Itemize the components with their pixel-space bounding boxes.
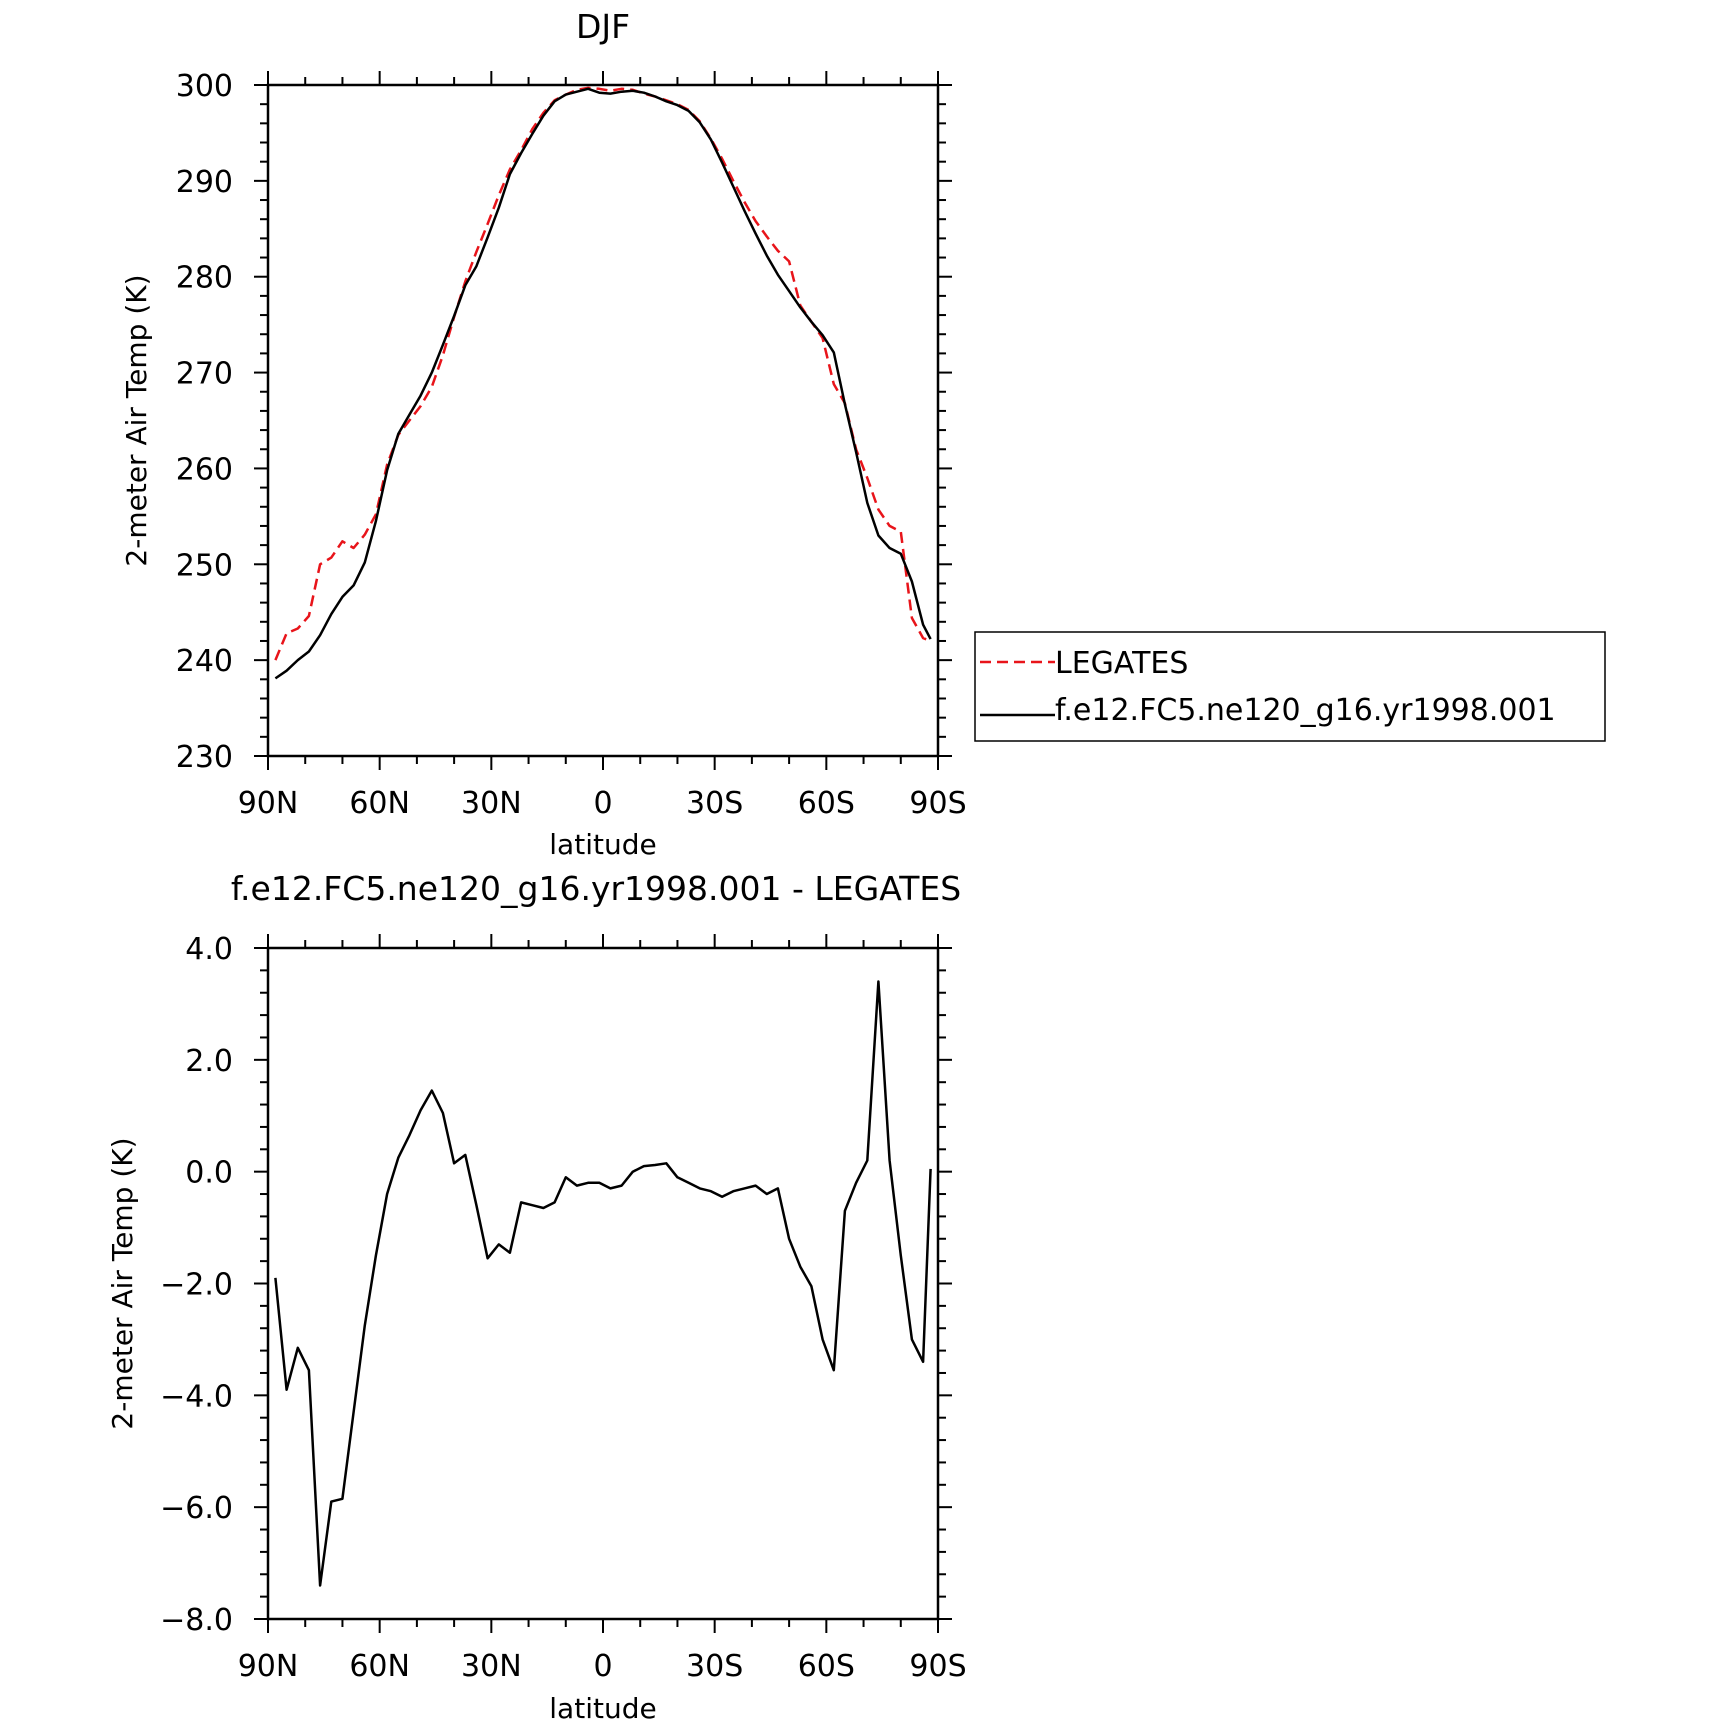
y-tick-label: −4.0 [160,1379,233,1414]
series-line-f-e12-fc5-ne120-g16-yr1998-001 [274,87,932,680]
y-tick-label: 230 [176,740,233,775]
plot-frame [266,83,940,758]
bottom-chart: f.e12.FC5.ne120_g16.yr1998.001 - LEGATES… [106,869,967,1723]
y-tick-label: 250 [176,548,233,583]
x-tick-label: 90N [238,1649,299,1684]
x-tick-label: 30N [461,786,522,821]
x-tick-label: 30N [461,1649,522,1684]
y-tick-label: 240 [176,644,233,679]
y-tick-label: −8.0 [160,1603,233,1638]
x-axis-label: latitude [549,1692,656,1723]
y-tick-label: 0.0 [185,1156,233,1191]
x-tick-label: 60S [798,786,855,821]
series-line-difference [274,980,932,1587]
y-tick-label: 260 [176,452,233,487]
chart-title: DJF [576,7,630,46]
y-tick-label: −2.0 [160,1268,233,1303]
chart-title: f.e12.FC5.ne120_g16.yr1998.001 - LEGATES [231,869,961,908]
top-chart: DJF 90N 60N 30N 0 30S 60S 90S 230 240 250 260 270 280… [120,7,967,861]
x-tick-label: 60N [349,786,410,821]
legend-label-model: f.e12.FC5.ne120_g16.yr1998.001 [1055,693,1556,728]
y-tick-label: 2.0 [185,1044,233,1079]
x-tick-label: 60N [349,1649,410,1684]
legend-label-legates: LEGATES [1055,646,1188,681]
y-tick-label: 300 [176,69,233,104]
y-axis-label: 2-meter Air Temp (K) [106,1137,139,1429]
x-tick-label: 60S [798,1649,855,1684]
x-tick-label: 90S [909,786,966,821]
x-tick-label: 90S [909,1649,966,1684]
x-tick-label: 0 [593,1649,612,1684]
y-tick-label: 4.0 [185,932,233,967]
series-line-legates [274,86,932,661]
y-tick-label: −6.0 [160,1491,233,1526]
x-tick-label: 0 [593,786,612,821]
x-tick-label: 90N [238,786,299,821]
x-axis-label: latitude [549,828,656,861]
x-tick-label: 30S [686,1649,743,1684]
legend: LEGATES f.e12.FC5.ne120_g16.yr1998.001 [974,631,1606,742]
x-tick-label: 30S [686,786,743,821]
legend-frame [974,631,1606,742]
y-tick-label: 280 [176,261,233,296]
y-tick-label: 290 [176,165,233,200]
y-tick-label: 270 [176,357,233,392]
plot-frame [266,946,940,1621]
y-axis-label: 2-meter Air Temp (K) [120,274,153,566]
